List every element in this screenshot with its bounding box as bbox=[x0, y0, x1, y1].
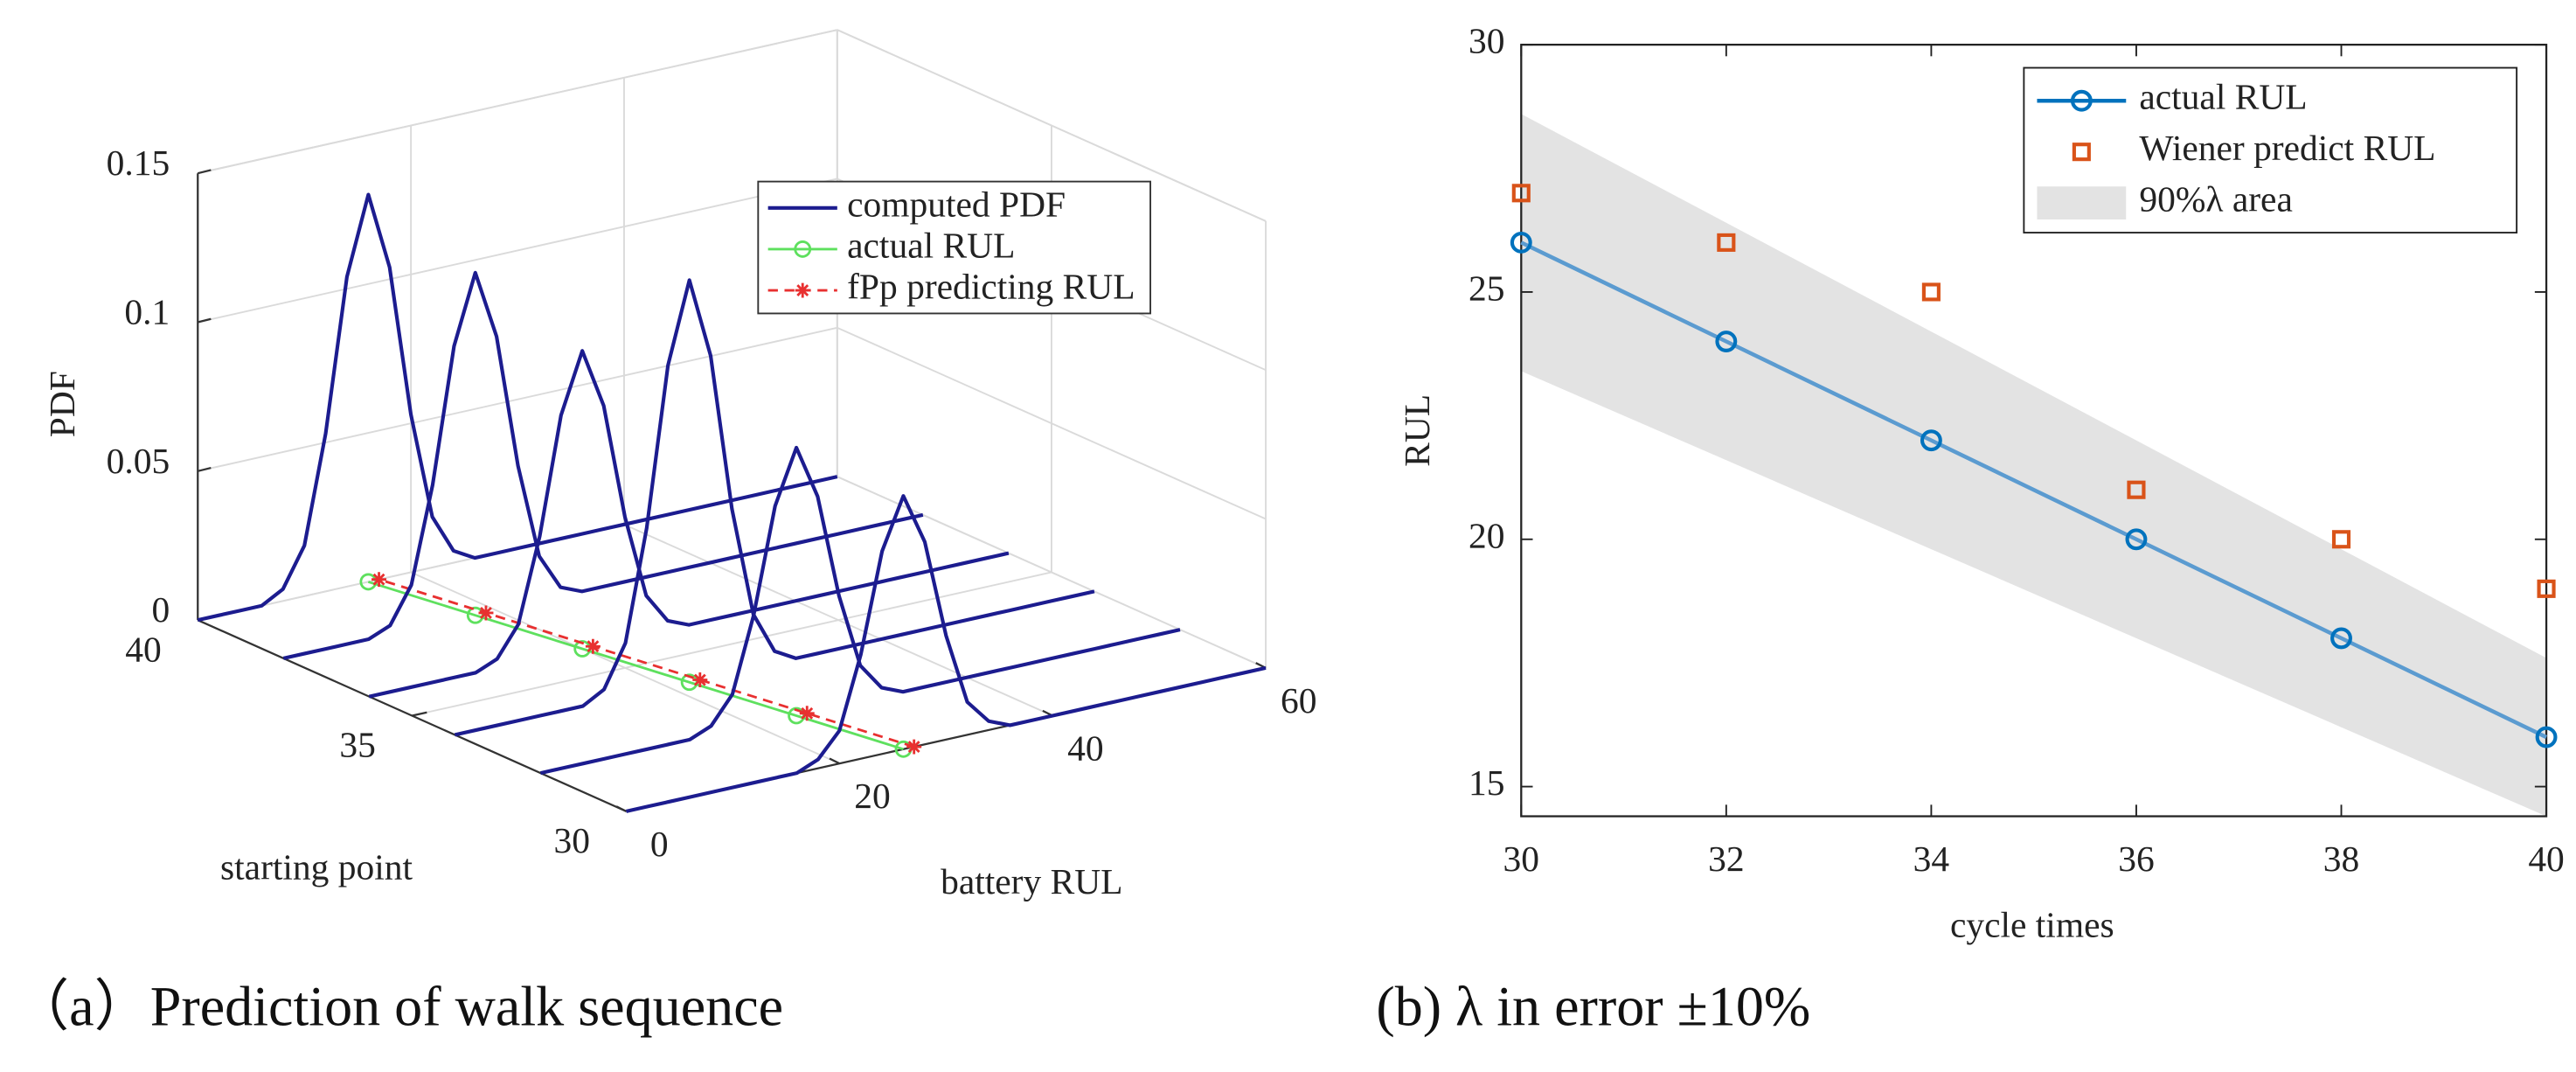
marker bbox=[2127, 480, 2146, 499]
x-tick-label: 32 bbox=[1708, 839, 1744, 879]
marker bbox=[1717, 233, 1736, 252]
legend-marker bbox=[2070, 89, 2093, 112]
x-tick-label: 60 bbox=[1281, 680, 1316, 720]
axis-box bbox=[198, 29, 838, 175]
grid-line bbox=[198, 178, 838, 324]
y-tick-label: 25 bbox=[1469, 268, 1504, 308]
marker bbox=[2537, 579, 2556, 598]
pdf-curve bbox=[454, 278, 1095, 737]
marker bbox=[1920, 429, 1942, 452]
x-axis-label: cycle times bbox=[1950, 904, 2114, 944]
caption: （a）Prediction of walk sequence bbox=[13, 976, 783, 1038]
x-tick-label: 30 bbox=[1503, 839, 1539, 879]
y-tick-label: 15 bbox=[1469, 762, 1504, 803]
series-line bbox=[1520, 240, 2548, 740]
z-axis-label: PDF bbox=[42, 371, 82, 437]
axis-box bbox=[837, 29, 1267, 222]
legend-label: 90%λ area bbox=[2139, 179, 2293, 219]
pdf-curve bbox=[368, 349, 1010, 699]
marker bbox=[371, 572, 387, 588]
marker bbox=[478, 605, 494, 621]
z-tick-label: 0.15 bbox=[107, 143, 170, 183]
marker bbox=[1511, 184, 1531, 203]
y-tick-label: 30 bbox=[1469, 21, 1504, 61]
marker bbox=[692, 672, 708, 687]
x-tick-label: 40 bbox=[2528, 839, 2564, 879]
marker bbox=[1715, 331, 1738, 352]
y-tick-label: 30 bbox=[554, 820, 590, 860]
z-tick-label: 0 bbox=[151, 589, 170, 630]
x-tick-label: 38 bbox=[2323, 839, 2359, 879]
x-tick-label: 0 bbox=[650, 824, 669, 864]
y-tick bbox=[412, 711, 427, 717]
legend-label: fPp predicting RUL bbox=[847, 267, 1135, 307]
legend-label: actual RUL bbox=[847, 225, 1015, 265]
y-tick-label: 40 bbox=[125, 629, 161, 669]
marker bbox=[1921, 282, 1941, 302]
x-tick-label: 20 bbox=[854, 776, 890, 816]
legend-marker bbox=[795, 282, 810, 298]
x-tick bbox=[615, 805, 627, 812]
legend-label: actual RUL bbox=[2139, 77, 2307, 117]
z-tick-label: 0.05 bbox=[107, 441, 170, 481]
x-tick-label: 34 bbox=[1913, 839, 1950, 879]
pdf-curve bbox=[626, 494, 1267, 813]
marker bbox=[1510, 231, 1532, 254]
caption: (b) λ in error ±10% bbox=[1376, 976, 1810, 1038]
legend-marker bbox=[2072, 143, 2091, 162]
series-line bbox=[367, 581, 904, 751]
z-tick bbox=[197, 317, 212, 324]
marker bbox=[799, 706, 815, 721]
marker bbox=[2125, 528, 2148, 551]
y-tick-label: 20 bbox=[1469, 515, 1504, 555]
marker bbox=[906, 739, 922, 755]
y-tick-label: 35 bbox=[339, 725, 375, 765]
x-axis-label: battery RUL bbox=[941, 861, 1122, 901]
marker bbox=[585, 638, 601, 654]
series-line bbox=[378, 578, 915, 748]
legend-marker bbox=[794, 240, 812, 258]
legend-label: Wiener predict RUL bbox=[2139, 128, 2435, 168]
marker bbox=[2330, 627, 2352, 650]
x-tick-label: 36 bbox=[2118, 839, 2154, 879]
grid-line bbox=[198, 326, 838, 472]
grid-line bbox=[412, 571, 1052, 717]
marker bbox=[2331, 530, 2351, 549]
marker bbox=[2535, 726, 2558, 748]
band-area bbox=[1521, 114, 2547, 817]
plot-frame bbox=[1520, 43, 2548, 818]
x-tick-label: 40 bbox=[1067, 728, 1103, 769]
pdf-curve bbox=[282, 270, 924, 660]
pdf-curve bbox=[539, 445, 1181, 776]
legend-label: computed PDF bbox=[847, 184, 1066, 224]
y-axis-label: RUL bbox=[1397, 394, 1437, 467]
x-tick bbox=[829, 757, 840, 765]
z-tick bbox=[197, 169, 212, 175]
z-tick-label: 0.1 bbox=[124, 291, 170, 331]
legend-patch bbox=[2037, 186, 2127, 219]
z-tick bbox=[197, 466, 212, 472]
y-axis-label: starting point bbox=[220, 846, 413, 887]
